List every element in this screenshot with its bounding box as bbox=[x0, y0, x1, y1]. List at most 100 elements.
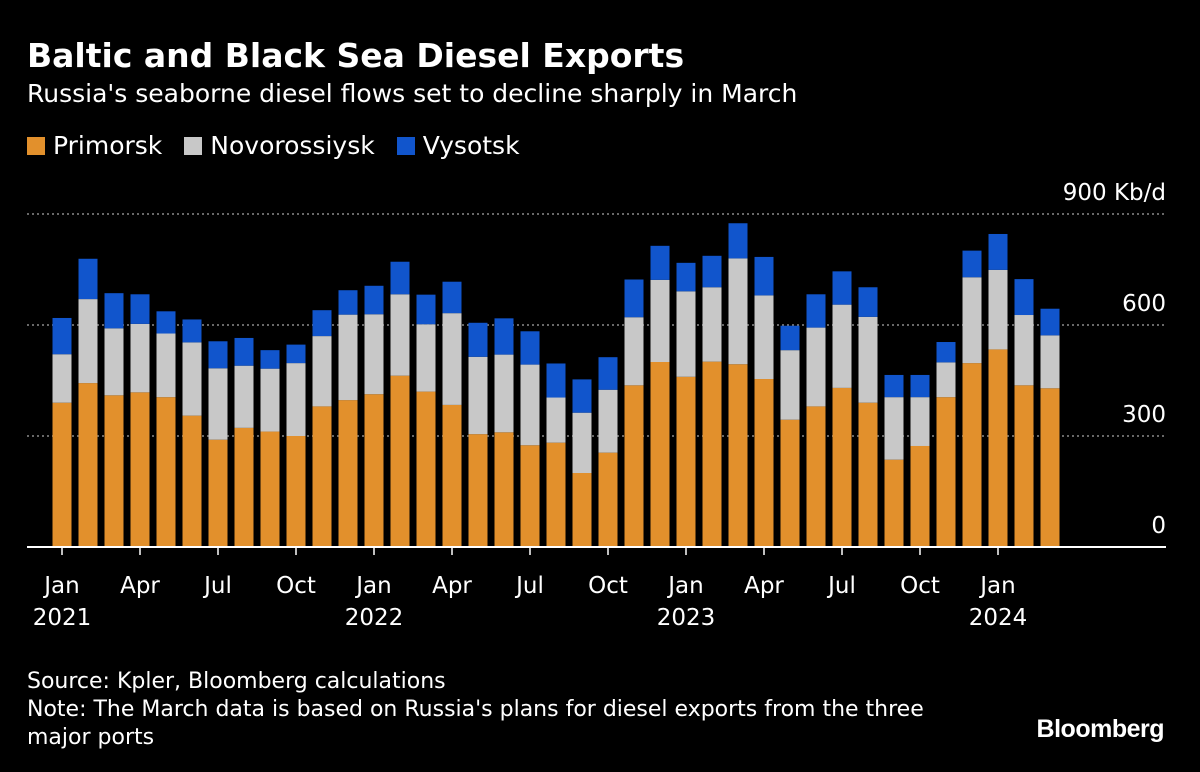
bar-segment-primorsk bbox=[624, 385, 644, 547]
bar-segment-vysotsk bbox=[182, 319, 202, 343]
bar-segment-primorsk bbox=[442, 404, 462, 547]
bar-segment-vysotsk bbox=[546, 363, 566, 398]
bar-segment-primorsk bbox=[728, 364, 748, 547]
bar-segment-novorossiysk bbox=[858, 316, 878, 403]
bar-segment-novorossiysk bbox=[468, 356, 488, 435]
bar-segment-primorsk bbox=[1014, 385, 1034, 547]
bar-segment-primorsk bbox=[104, 395, 124, 547]
x-tick-label-month: Jul bbox=[202, 573, 232, 599]
bar-segment-novorossiysk bbox=[130, 323, 150, 393]
bar-segment-vysotsk bbox=[910, 374, 930, 398]
bar-segment-primorsk bbox=[520, 445, 540, 547]
bar-segment-primorsk bbox=[598, 452, 618, 547]
legend-item-vysotsk: Vysotsk bbox=[396, 131, 520, 160]
bar-segment-vysotsk bbox=[936, 342, 956, 363]
bar-segment-primorsk bbox=[988, 349, 1008, 547]
bar-segment-vysotsk bbox=[364, 285, 384, 315]
bar-segment-primorsk bbox=[546, 442, 566, 547]
bar-segment-novorossiysk bbox=[78, 299, 98, 384]
bar-segment-novorossiysk bbox=[598, 389, 618, 453]
bar-segment-vysotsk bbox=[468, 322, 488, 357]
bar-segment-primorsk bbox=[260, 431, 280, 547]
bar-segment-primorsk bbox=[390, 375, 410, 547]
bar-segment-primorsk bbox=[754, 379, 774, 547]
legend-label-vysotsk: Vysotsk bbox=[422, 131, 520, 160]
y-tick-label: 0 bbox=[1151, 513, 1166, 539]
bar-segment-primorsk bbox=[416, 391, 436, 547]
bar-segment-vysotsk bbox=[234, 337, 254, 366]
bar-segment-primorsk bbox=[156, 397, 176, 547]
bar-segment-novorossiysk bbox=[884, 397, 904, 460]
bar-segment-novorossiysk bbox=[624, 317, 644, 386]
bar-segment-vysotsk bbox=[390, 261, 410, 295]
bar-segment-vysotsk bbox=[442, 281, 462, 314]
bar-segment-primorsk bbox=[312, 406, 332, 547]
bar-segment-vysotsk bbox=[572, 379, 592, 413]
bar-segment-novorossiysk bbox=[416, 324, 436, 392]
bar-segment-vysotsk bbox=[208, 341, 228, 369]
x-tick-label-month: Jul bbox=[826, 573, 856, 599]
x-tick-label-month: Apr bbox=[432, 573, 472, 599]
legend-label-primorsk: Primorsk bbox=[53, 131, 163, 160]
bar-segment-novorossiysk bbox=[650, 279, 670, 362]
bar-segment-vysotsk bbox=[520, 331, 540, 365]
bar-segment-primorsk bbox=[676, 376, 696, 547]
bar-segment-vysotsk bbox=[52, 317, 72, 355]
bar-segment-primorsk bbox=[78, 383, 98, 547]
bar-segment-vysotsk bbox=[156, 311, 176, 334]
y-tick-label: 900 Kb/d bbox=[1063, 180, 1166, 206]
y-tick-label: 600 bbox=[1122, 291, 1166, 317]
legend-swatch-vysotsk bbox=[396, 136, 415, 155]
bar-segment-novorossiysk bbox=[1040, 335, 1060, 389]
bar-segment-primorsk bbox=[130, 392, 150, 547]
bar-segment-novorossiysk bbox=[104, 328, 124, 396]
bar-segment-novorossiysk bbox=[988, 269, 1008, 350]
bar-segment-novorossiysk bbox=[442, 313, 462, 405]
note-text: Note: The March data is based on Russia'… bbox=[27, 697, 924, 750]
bar-segment-primorsk bbox=[884, 459, 904, 547]
x-tick-label-month: Jan bbox=[354, 573, 391, 599]
bar-segment-primorsk bbox=[572, 473, 592, 547]
bar-segment-vysotsk bbox=[988, 233, 1008, 270]
bar-segment-primorsk bbox=[364, 394, 384, 547]
chart-title: Baltic and Black Sea Diesel Exports bbox=[27, 36, 685, 75]
bar-segment-vysotsk bbox=[702, 255, 722, 288]
bar-segment-primorsk bbox=[286, 436, 306, 547]
bar-segment-novorossiysk bbox=[312, 336, 332, 407]
legend-item-primorsk: Primorsk bbox=[27, 131, 162, 160]
chart-subtitle: Russia's seaborne diesel flows set to de… bbox=[27, 79, 798, 108]
bar-segment-vysotsk bbox=[962, 250, 982, 278]
bar-segment-vysotsk bbox=[884, 374, 904, 398]
bar-segment-novorossiysk bbox=[52, 354, 72, 403]
footer: Source: Kpler, Bloomberg calculations No… bbox=[27, 668, 927, 752]
bar-segment-novorossiysk bbox=[546, 397, 566, 443]
bar-segment-primorsk bbox=[858, 402, 878, 547]
legend-swatch-novorossiysk bbox=[184, 136, 203, 155]
bar-segment-primorsk bbox=[1040, 388, 1060, 547]
bar-segment-primorsk bbox=[494, 432, 514, 547]
bar-segment-novorossiysk bbox=[260, 368, 280, 432]
bar-segment-novorossiysk bbox=[156, 333, 176, 398]
bar-segment-novorossiysk bbox=[520, 364, 540, 446]
bloomberg-logo: Bloomberg bbox=[1036, 715, 1165, 743]
source-text: Source: Kpler, Bloomberg calculations bbox=[27, 669, 446, 694]
legend-label-novorossiysk: Novorossiysk bbox=[210, 131, 375, 160]
bar-segment-vysotsk bbox=[624, 279, 644, 318]
bar-segment-novorossiysk bbox=[286, 363, 306, 436]
bar-segment-primorsk bbox=[208, 439, 228, 547]
bar-segment-vysotsk bbox=[416, 294, 436, 325]
bar-segment-vysotsk bbox=[1014, 279, 1034, 316]
bar-segment-novorossiysk bbox=[208, 368, 228, 440]
bar-segment-novorossiysk bbox=[390, 294, 410, 376]
bar-segment-vysotsk bbox=[650, 245, 670, 280]
bar-segment-novorossiysk bbox=[364, 314, 384, 395]
bar-segment-primorsk bbox=[182, 415, 202, 547]
bar-segment-vysotsk bbox=[806, 294, 826, 328]
x-tick-label-year: 2021 bbox=[33, 605, 92, 631]
bar-segment-novorossiysk bbox=[494, 354, 514, 433]
bar-segment-vysotsk bbox=[104, 293, 124, 329]
bar-segment-primorsk bbox=[806, 406, 826, 547]
bar-segment-vysotsk bbox=[676, 262, 696, 292]
bar-segment-vysotsk bbox=[754, 256, 774, 296]
